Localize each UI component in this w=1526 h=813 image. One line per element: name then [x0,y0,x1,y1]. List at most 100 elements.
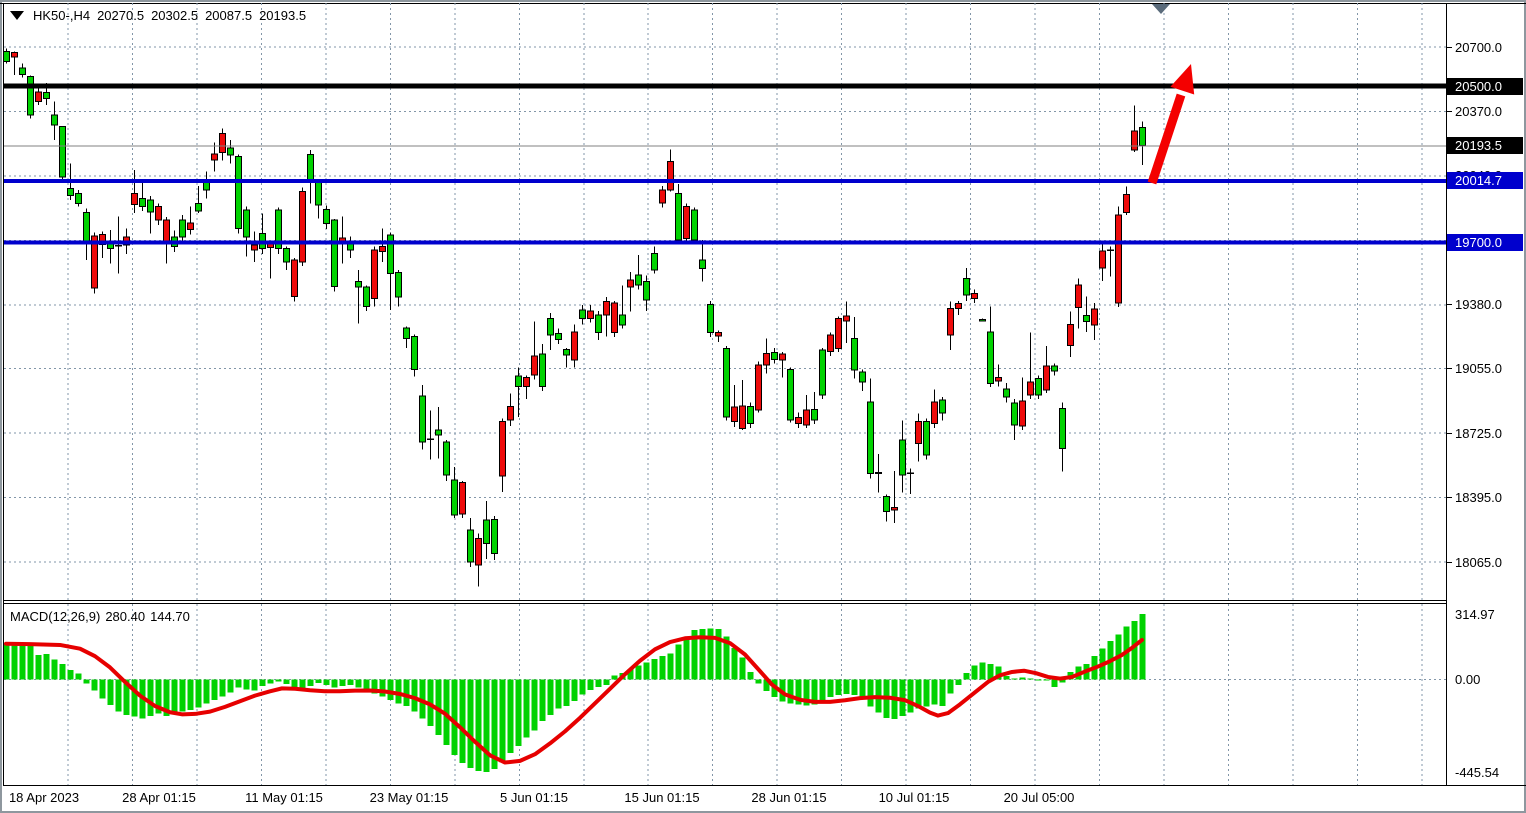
macd-histogram-bar [499,679,506,763]
candle-body [539,353,546,388]
candle-body [675,192,682,241]
bearish-candle [291,258,298,302]
macd-histogram-bar [683,638,690,680]
bullish-candle [723,346,730,421]
macd-histogram-bar [91,679,98,691]
bullish-candle [555,328,562,345]
price-chart-pane[interactable] [4,3,1446,600]
bullish-candle [787,367,794,423]
symbol-triangle-icon [10,11,24,20]
candle-body [1115,214,1122,304]
macd-histogram-bar [979,662,986,680]
candle-body [235,156,242,229]
time-label: 10 Jul 01:15 [878,790,950,805]
macd-histogram-bar [27,646,34,680]
price-label: 20370.0 [1455,103,1502,119]
candle-body [491,518,498,554]
macd-histogram-bar [331,679,338,688]
candle-body [1043,365,1050,391]
bullish-candle [771,347,778,364]
macd-histogram-bar [555,679,562,709]
macd-histogram-bar [1051,679,1058,688]
macd-histogram-bar [1027,678,1034,680]
macd-histogram-bar [747,671,754,680]
macd-histogram-bar [611,675,618,680]
bullish-candle [491,516,498,561]
candle-body [411,336,418,370]
candle-body [747,406,754,424]
candle-body [323,208,330,224]
bearish-candle [1131,105,1138,152]
candle-body [35,91,42,103]
bullish-candle [539,344,546,391]
bullish-candle [451,467,458,519]
bearish-candle [779,351,786,378]
macd-histogram-bar [355,679,362,688]
bearish-candle [499,418,506,492]
macd-histogram-bar [259,679,266,687]
macd-histogram-bar [795,679,802,705]
bullish-candle [867,378,874,479]
candle-body [771,352,778,360]
macd-histogram-bar [587,679,594,690]
pane-separator [4,603,1446,604]
bullish-candle [707,301,714,338]
macd-histogram-bar [83,679,90,684]
bullish-candle [347,236,354,259]
chart-title: HK50-,H4 20270.5 20302.5 20087.5 20193.5 [10,8,306,23]
macd-histogram-bar [363,679,370,690]
bullish-candle [1011,398,1018,441]
candle-body [859,371,866,383]
macd-histogram-bar [851,679,858,696]
macd-histogram-bar [723,636,730,680]
candle-body [251,244,258,251]
bullish-candle [395,269,402,307]
bearish-candle [683,203,690,241]
bullish-candle [1003,383,1010,403]
bearish-candle [379,228,386,262]
macd-histogram-bar [835,679,842,696]
bearish-candle [659,185,666,208]
bearish-candle [155,203,162,225]
candle-body [1083,315,1090,323]
bearish-candle [339,216,346,264]
candle-body [515,375,522,388]
up-arrow-annotation[interactable] [1147,64,1195,185]
macd-label: MACD(12,26,9) [10,609,101,624]
macd-histogram-bar [195,679,202,708]
candle-body [4,51,10,63]
bullish-candle [435,406,442,459]
candle-body [395,272,402,298]
candle-body [1003,388,1010,398]
bearish-candle [891,471,898,524]
price-axis[interactable]: 20700.0 20370.0 19380.0 19055.0 18725.0 18395… [1446,3,1526,785]
bullish-candle [419,385,426,450]
macd-histogram-bar [283,679,290,685]
macd-histogram-bar [1003,676,1010,680]
bullish-candle [147,196,154,234]
candle-body [459,482,466,515]
bearish-candle [267,240,274,279]
candle-body [1099,250,1106,269]
candle-body [155,206,162,221]
macd-histogram-bar [419,679,426,719]
bearish-candle [715,330,722,343]
macd-histogram-bar [387,679,394,701]
candle-body [91,235,98,289]
bullish-candle [363,285,370,311]
macd-histogram-bar [1035,679,1042,681]
bullish-candle [1035,375,1042,399]
macd-histogram-bar [147,679,154,717]
time-axis[interactable]: 18 Apr 2023 28 Apr 01:15 11 May 01:15 23 Ma… [4,788,1446,812]
macd-histogram-bar [1011,678,1018,680]
bearish-candle [475,533,482,587]
pane-separator[interactable] [4,600,1446,601]
axis-border [1446,3,1447,786]
bearish-candle [803,394,810,429]
macd-pane[interactable] [4,604,1446,785]
bearish-candle [739,380,746,431]
candle-body [955,302,962,309]
scroll-position-marker-icon[interactable] [1152,4,1170,14]
bullish-candle [411,334,418,377]
candle-body [987,331,994,384]
